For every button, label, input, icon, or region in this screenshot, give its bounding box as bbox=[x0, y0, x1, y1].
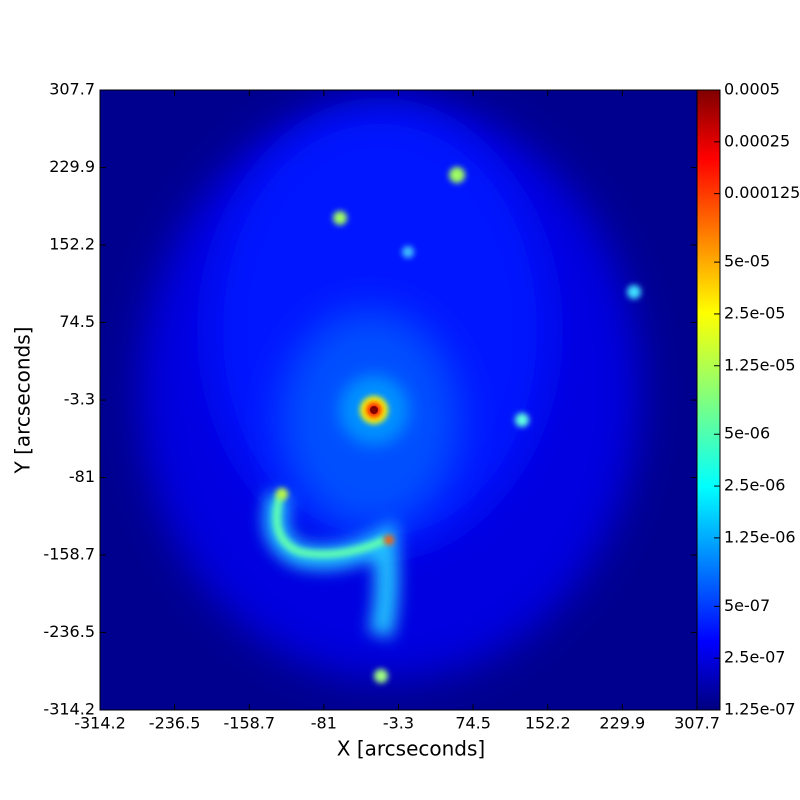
colorbar-tick-label: 5e-07 bbox=[724, 596, 770, 615]
y-tick-label: 74.5 bbox=[59, 312, 95, 331]
y-tick-label: 229.9 bbox=[49, 157, 95, 176]
colorbar-tick-label: 5e-05 bbox=[724, 252, 770, 271]
colorbar-tick-label: 0.000125 bbox=[724, 183, 800, 202]
y-tick-label: -158.7 bbox=[43, 544, 95, 563]
colorbar-tick-label: 0.0005 bbox=[724, 80, 780, 99]
y-tick-label: -3.3 bbox=[64, 390, 95, 409]
x-tick-label: 74.5 bbox=[455, 714, 491, 733]
colorbar-tick-label: 1.25e-05 bbox=[724, 355, 796, 374]
y-tick-label: -314.2 bbox=[43, 700, 95, 719]
colorbar bbox=[696, 89, 721, 711]
y-axis-label: Y [arcseconds] bbox=[11, 327, 35, 475]
x-tick-label: 152.2 bbox=[525, 714, 571, 733]
colorbar-tick-label: 2.5e-07 bbox=[724, 648, 785, 667]
colorbar-tick-label: 5e-06 bbox=[724, 424, 770, 443]
colorbar-tick-label: 0.00025 bbox=[724, 131, 790, 150]
x-tick-label: -314.2 bbox=[74, 714, 126, 733]
x-tick-label: -3.3 bbox=[383, 714, 414, 733]
x-tick-label: -81 bbox=[311, 714, 337, 733]
image bbox=[100, 90, 697, 710]
x-axis-label: X [arcseconds] bbox=[337, 737, 485, 761]
colorbar-tick-label: 2.5e-06 bbox=[724, 476, 785, 495]
x-tick-label: -158.7 bbox=[223, 714, 275, 733]
y-tick-label: 152.2 bbox=[49, 235, 95, 254]
y-tick-label: 307.7 bbox=[49, 80, 95, 99]
y-tick-label: -236.5 bbox=[43, 622, 95, 641]
colorbar-tick-label: 1.25e-07 bbox=[724, 700, 796, 719]
x-tick-label: 229.9 bbox=[599, 714, 645, 733]
x-tick-label: 307.7 bbox=[674, 714, 720, 733]
colorbar-tick-label: 1.25e-06 bbox=[724, 527, 796, 546]
y-tick-label: -81 bbox=[69, 467, 95, 486]
x-tick-label: -236.5 bbox=[149, 714, 201, 733]
colorbar-tick-label: 2.5e-05 bbox=[724, 303, 785, 322]
